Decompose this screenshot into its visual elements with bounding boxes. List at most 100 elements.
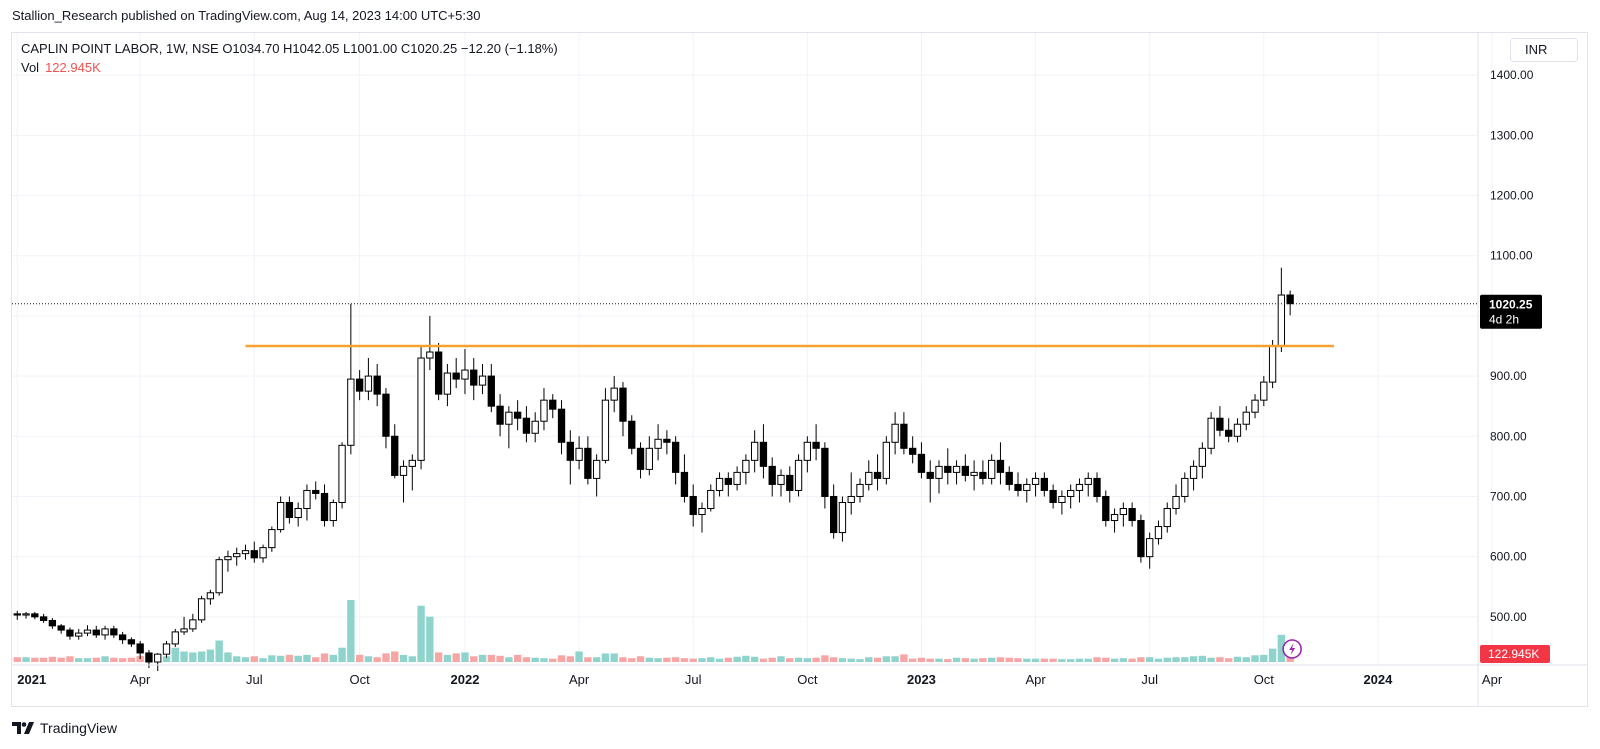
volume-bar [92, 657, 100, 662]
time-tick-label: Oct [1254, 672, 1275, 687]
volume-bar [1014, 658, 1022, 662]
volume-bar [233, 656, 241, 662]
candle-up [461, 369, 469, 380]
candle-up [794, 459, 803, 491]
last-price-text: 1020.25 [1489, 298, 1533, 312]
volume-bar [75, 658, 83, 662]
volume-bar [873, 657, 882, 662]
candle-down [873, 471, 882, 479]
volume-bar [206, 649, 215, 662]
candle-up [1198, 447, 1207, 467]
candle-down [522, 417, 531, 434]
volume-bar [838, 658, 847, 662]
countdown-text: 4d 2h [1489, 313, 1519, 327]
volume-bar [1145, 657, 1154, 662]
time-tick-label: Oct [350, 672, 371, 687]
overlays [12, 303, 1478, 659]
volume-bar [531, 657, 539, 662]
volume-bar [118, 658, 127, 662]
volume-bar [110, 657, 118, 662]
symbol-legend: CAPLIN POINT LABOR, 1W, NSE O1034.70 H10… [21, 41, 558, 56]
volume-bar [777, 656, 785, 662]
candle-down [689, 495, 697, 516]
volume-bar [513, 654, 522, 662]
time-tick-label: Apr [130, 672, 151, 687]
price-tick-label: 1400.00 [1490, 68, 1534, 82]
volume-bar [391, 651, 399, 662]
candle-up [742, 459, 750, 473]
candle-down [1102, 495, 1110, 522]
candle-up [329, 501, 337, 522]
candle-down [1128, 508, 1136, 522]
volume-bar [1040, 658, 1049, 662]
time-axis: 2021 Apr Jul Oct 2022 Apr Jul Oct 2023 Apr Jul Oct 2… [11, 664, 1588, 687]
volume-bar [689, 658, 697, 662]
candle-down [619, 387, 627, 422]
volume-bar [557, 655, 566, 662]
volume-bar [935, 658, 943, 662]
volume-bar [434, 652, 443, 662]
volume-bar [1233, 656, 1242, 662]
volume-bar [22, 657, 30, 662]
candle-up [1163, 508, 1171, 528]
volume-bar [1119, 658, 1128, 662]
candle-down [724, 477, 732, 485]
volume-bar [417, 605, 425, 662]
tradingview-logo-icon [12, 722, 34, 734]
candle-up [233, 553, 241, 558]
volume-bar [1049, 658, 1057, 662]
candle-up [1110, 514, 1119, 522]
candle-down [1040, 477, 1049, 491]
candle-down [1137, 520, 1145, 558]
candle-down [57, 625, 65, 631]
candle-up [75, 632, 83, 637]
volume-value: 122.945K [45, 60, 101, 75]
volume-bars [13, 600, 1294, 662]
candle-up [1023, 483, 1031, 491]
candle-down [118, 634, 127, 641]
candle-up [1277, 294, 1286, 347]
candle-up [777, 474, 785, 485]
candle-up [478, 375, 487, 386]
candle-down [391, 435, 399, 476]
price-tick-label: 900.00 [1490, 369, 1527, 383]
candle-up [1181, 477, 1189, 497]
candle-up [101, 628, 109, 636]
volume-bar [926, 658, 934, 662]
currency-selector[interactable]: INR [1510, 38, 1578, 62]
candle-down [110, 628, 118, 636]
candle-up [592, 459, 601, 479]
candle-up [347, 378, 355, 446]
volume-bar [268, 655, 276, 662]
footer-brand[interactable]: TradingView [12, 720, 117, 736]
volume-bar [1128, 658, 1136, 662]
candle-down [487, 375, 495, 407]
candle-down [1049, 489, 1057, 503]
volume-bar [39, 657, 48, 662]
volume-bar [83, 658, 92, 662]
candle-down [382, 393, 390, 437]
volume-bar [250, 656, 258, 662]
candle-down [434, 351, 443, 395]
volume-bar [66, 656, 74, 662]
lightning-icon[interactable] [1282, 639, 1302, 659]
volume-bar [759, 658, 768, 662]
volume-bar [698, 658, 706, 662]
candle-down [496, 405, 504, 425]
time-tick-label: Jul [246, 672, 263, 687]
volume-bar [1005, 657, 1013, 662]
candle-down [145, 652, 153, 663]
volume-bar [592, 657, 601, 662]
candle-up [417, 357, 425, 461]
volume-bar [1075, 658, 1084, 662]
volume-bar [610, 653, 618, 662]
candle-down [628, 420, 636, 449]
volume-bar [312, 657, 320, 662]
time-tick-label: Apr [1025, 672, 1046, 687]
volume-bar [1251, 655, 1259, 662]
candle-down [312, 489, 320, 494]
candle-up [276, 501, 285, 531]
time-tick-label: 2022 [451, 672, 480, 687]
